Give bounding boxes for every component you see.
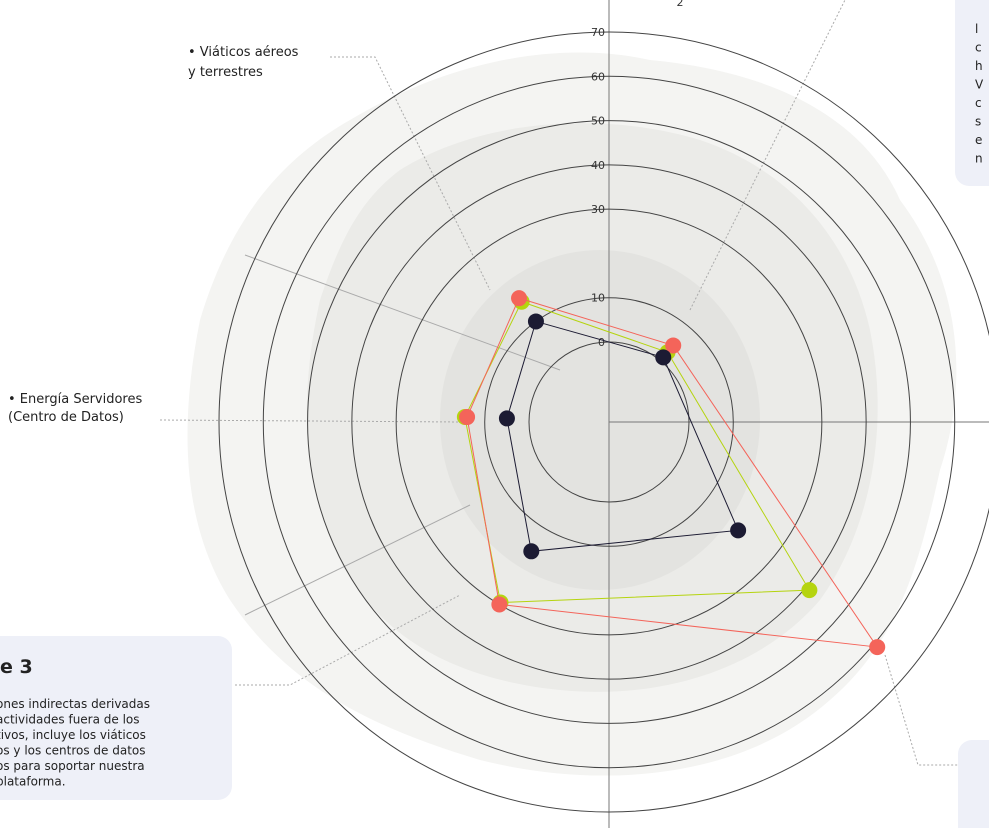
box-line: ones indirectas derivadas xyxy=(0,697,150,711)
ring xyxy=(218,31,989,813)
r-tick-label: 40 xyxy=(591,159,605,172)
box-line: plataforma. xyxy=(0,775,66,789)
r-tick-label: 60 xyxy=(591,70,605,83)
point xyxy=(869,639,886,656)
leader-line xyxy=(330,56,491,291)
leaders xyxy=(159,0,958,766)
box-line: n xyxy=(975,152,983,166)
point xyxy=(730,522,747,539)
box xyxy=(0,636,232,800)
point xyxy=(523,543,540,560)
r-tick-label: 50 xyxy=(591,115,605,128)
box-text: ones indirectas derivadas actividades fue… xyxy=(0,697,150,789)
point xyxy=(527,313,544,330)
ring xyxy=(351,164,867,680)
leader-line xyxy=(689,0,846,311)
rings: 0 10 30 40 50 60 70 xyxy=(218,26,989,813)
annotation: • Viáticos aéreos xyxy=(188,45,299,60)
ring xyxy=(484,297,734,547)
ring xyxy=(262,75,956,769)
axis-line xyxy=(244,504,471,616)
annotation: y terrestres xyxy=(188,65,263,80)
box-line: c xyxy=(975,41,982,55)
box-line: s xyxy=(975,115,981,129)
box-line: os para soportar nuestra xyxy=(0,759,145,773)
box-line: e xyxy=(975,133,982,147)
box-line: c xyxy=(975,96,982,110)
ring xyxy=(395,208,823,636)
point xyxy=(491,596,508,613)
leader-line xyxy=(884,654,958,766)
box-title: e 3 xyxy=(0,656,33,678)
series-line xyxy=(466,297,879,648)
box-line: h xyxy=(975,59,983,73)
box-line: V xyxy=(975,78,984,92)
ring xyxy=(307,120,911,724)
box-line: os y los centros de datos xyxy=(0,744,146,758)
series-line xyxy=(464,301,811,604)
r-tick-label: 30 xyxy=(591,203,605,216)
scope-box: e 3 ones indirectas derivadas actividades… xyxy=(0,636,232,800)
box xyxy=(955,0,989,186)
background xyxy=(187,52,957,776)
box xyxy=(958,740,989,828)
r-tick-label: 0 xyxy=(598,336,605,349)
point xyxy=(511,290,528,307)
box-line: actividades fuera de los xyxy=(0,713,140,727)
r-tick-label: 70 xyxy=(591,26,605,39)
annotation: • Energía Servidores xyxy=(8,392,142,407)
point xyxy=(498,410,515,427)
r-tick-label: 10 xyxy=(591,292,605,305)
marks xyxy=(456,290,886,656)
point xyxy=(459,409,476,426)
annotation: (Centro de Datos) xyxy=(8,410,124,425)
series-line xyxy=(506,320,739,552)
fragment: 2 xyxy=(677,0,684,9)
point xyxy=(801,582,818,599)
point xyxy=(665,337,682,354)
box-line: l xyxy=(975,22,978,36)
box-line: tivos, incluye los viáticos xyxy=(0,728,146,742)
point xyxy=(655,349,672,366)
